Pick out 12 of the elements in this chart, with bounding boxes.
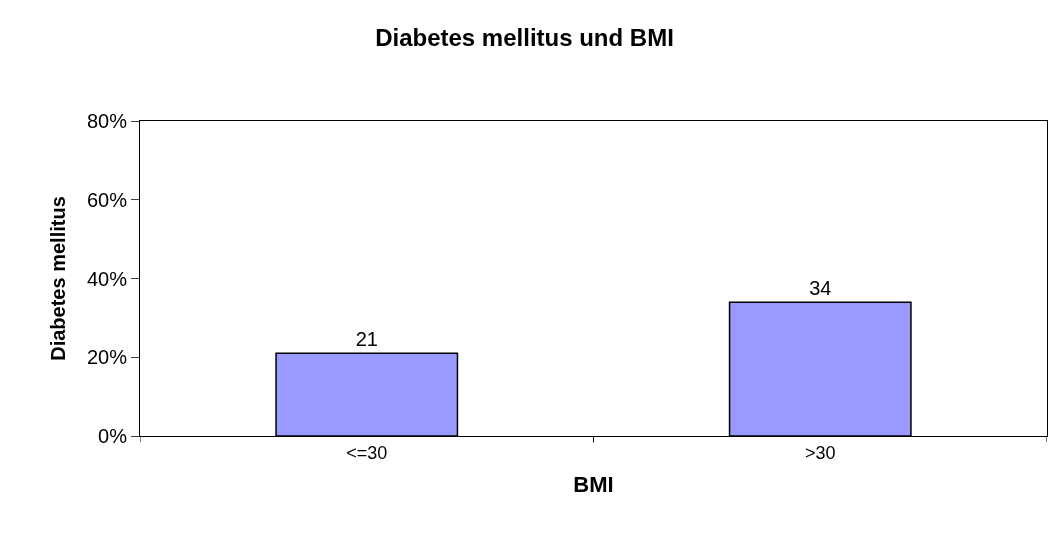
data-label: 34	[809, 277, 832, 300]
x-tick-label: >30	[804, 442, 836, 463]
y-tick-label: 60%	[86, 188, 128, 211]
y-axis-title: Diabetes mellitus	[47, 196, 70, 361]
chart-title: Diabetes mellitus und BMI	[375, 24, 674, 52]
data-label: 21	[355, 328, 378, 351]
y-tick-label: 40%	[86, 267, 128, 290]
y-tick-label: 0%	[98, 425, 128, 447]
y-tick-label: 20%	[86, 346, 128, 369]
x-tick-label: <=30	[346, 442, 388, 463]
y-tick-label: 80%	[86, 110, 128, 132]
x-axis-title: BMI	[573, 472, 614, 498]
